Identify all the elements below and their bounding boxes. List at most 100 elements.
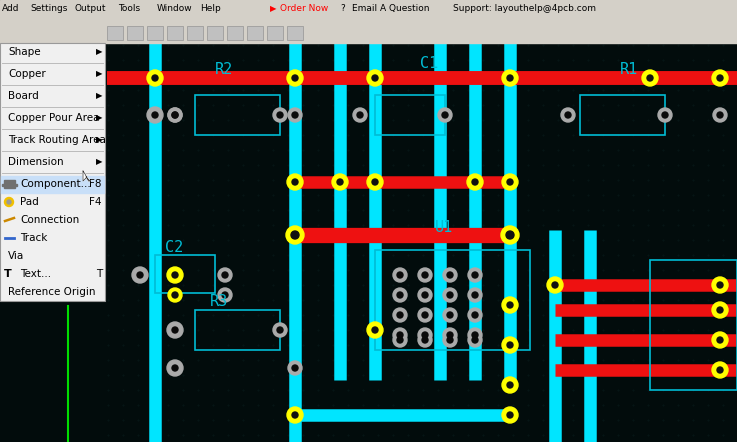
Text: T: T [96, 269, 102, 279]
Circle shape [468, 288, 482, 302]
Circle shape [422, 312, 428, 318]
Circle shape [292, 412, 298, 418]
Circle shape [502, 297, 518, 313]
Circle shape [712, 70, 728, 86]
Text: Text...: Text... [20, 269, 51, 279]
Circle shape [172, 112, 178, 118]
Text: Pad: Pad [20, 197, 39, 207]
Circle shape [4, 198, 13, 206]
Circle shape [472, 179, 478, 185]
Circle shape [507, 302, 513, 308]
Circle shape [443, 288, 457, 302]
Circle shape [468, 268, 482, 282]
Bar [167, 26, 183, 40]
Circle shape [172, 365, 178, 371]
Circle shape [712, 277, 728, 293]
Circle shape [561, 108, 575, 122]
Circle shape [422, 337, 428, 343]
Bar [15, 184, 17, 186]
Circle shape [292, 365, 298, 371]
Bar [267, 26, 283, 40]
Circle shape [397, 292, 403, 298]
Circle shape [501, 226, 519, 244]
Text: ▶: ▶ [96, 47, 102, 57]
Bar [187, 26, 203, 40]
Bar [0, 17, 737, 43]
Circle shape [288, 361, 302, 375]
Polygon shape [83, 171, 90, 181]
Circle shape [502, 407, 518, 423]
Circle shape [287, 174, 303, 190]
Circle shape [502, 174, 518, 190]
Circle shape [172, 327, 178, 333]
Text: Output: Output [75, 4, 107, 13]
Circle shape [273, 108, 287, 122]
Circle shape [717, 75, 723, 81]
Text: R3: R3 [210, 294, 228, 309]
Circle shape [507, 412, 513, 418]
Bar [287, 26, 303, 40]
Circle shape [168, 288, 182, 302]
Circle shape [367, 322, 383, 338]
Circle shape [502, 70, 518, 86]
Text: Board: Board [8, 91, 39, 101]
Circle shape [393, 308, 407, 322]
Circle shape [172, 272, 178, 278]
Text: T: T [4, 269, 12, 279]
Text: Dimension: Dimension [8, 157, 63, 167]
Circle shape [393, 328, 407, 342]
Bar [227, 26, 243, 40]
Circle shape [507, 342, 513, 348]
Circle shape [502, 377, 518, 393]
Circle shape [507, 382, 513, 388]
Bar [0, 43, 105, 301]
Circle shape [357, 112, 363, 118]
Circle shape [393, 288, 407, 302]
Text: Email A Question: Email A Question [352, 4, 430, 13]
Circle shape [472, 337, 478, 343]
Circle shape [152, 112, 158, 118]
Text: Component...: Component... [20, 179, 91, 189]
Circle shape [443, 328, 457, 342]
Text: ▶: ▶ [96, 91, 102, 100]
Circle shape [168, 108, 182, 122]
Circle shape [372, 75, 378, 81]
Circle shape [367, 70, 383, 86]
Circle shape [468, 308, 482, 322]
Circle shape [447, 337, 453, 343]
Circle shape [218, 288, 232, 302]
Bar [4, 180, 15, 188]
Text: ?: ? [340, 4, 345, 13]
Circle shape [167, 267, 183, 283]
Circle shape [152, 75, 158, 81]
Circle shape [443, 333, 457, 347]
Circle shape [137, 272, 143, 278]
Circle shape [662, 112, 668, 118]
Text: Connection: Connection [20, 215, 80, 225]
Circle shape [443, 268, 457, 282]
Text: ▶: ▶ [270, 4, 276, 13]
Circle shape [222, 272, 228, 278]
Circle shape [565, 112, 571, 118]
Text: Reference Origin: Reference Origin [8, 287, 96, 297]
Circle shape [422, 332, 428, 338]
Text: Support: layouthelp@4pcb.com: Support: layouthelp@4pcb.com [453, 4, 596, 13]
Bar [580, 95, 665, 135]
Circle shape [647, 75, 653, 81]
Circle shape [447, 292, 453, 298]
Circle shape [472, 312, 478, 318]
Circle shape [422, 292, 428, 298]
Circle shape [438, 108, 452, 122]
Circle shape [547, 277, 563, 293]
Circle shape [172, 112, 178, 118]
Circle shape [717, 282, 723, 288]
Text: Track Routing Area: Track Routing Area [8, 135, 106, 145]
Circle shape [167, 360, 183, 376]
Text: Tools: Tools [118, 4, 140, 13]
Circle shape [468, 328, 482, 342]
Circle shape [291, 231, 299, 239]
Circle shape [717, 112, 723, 118]
Bar [0, 0, 737, 17]
Bar [650, 260, 737, 390]
Text: U1: U1 [435, 221, 453, 236]
